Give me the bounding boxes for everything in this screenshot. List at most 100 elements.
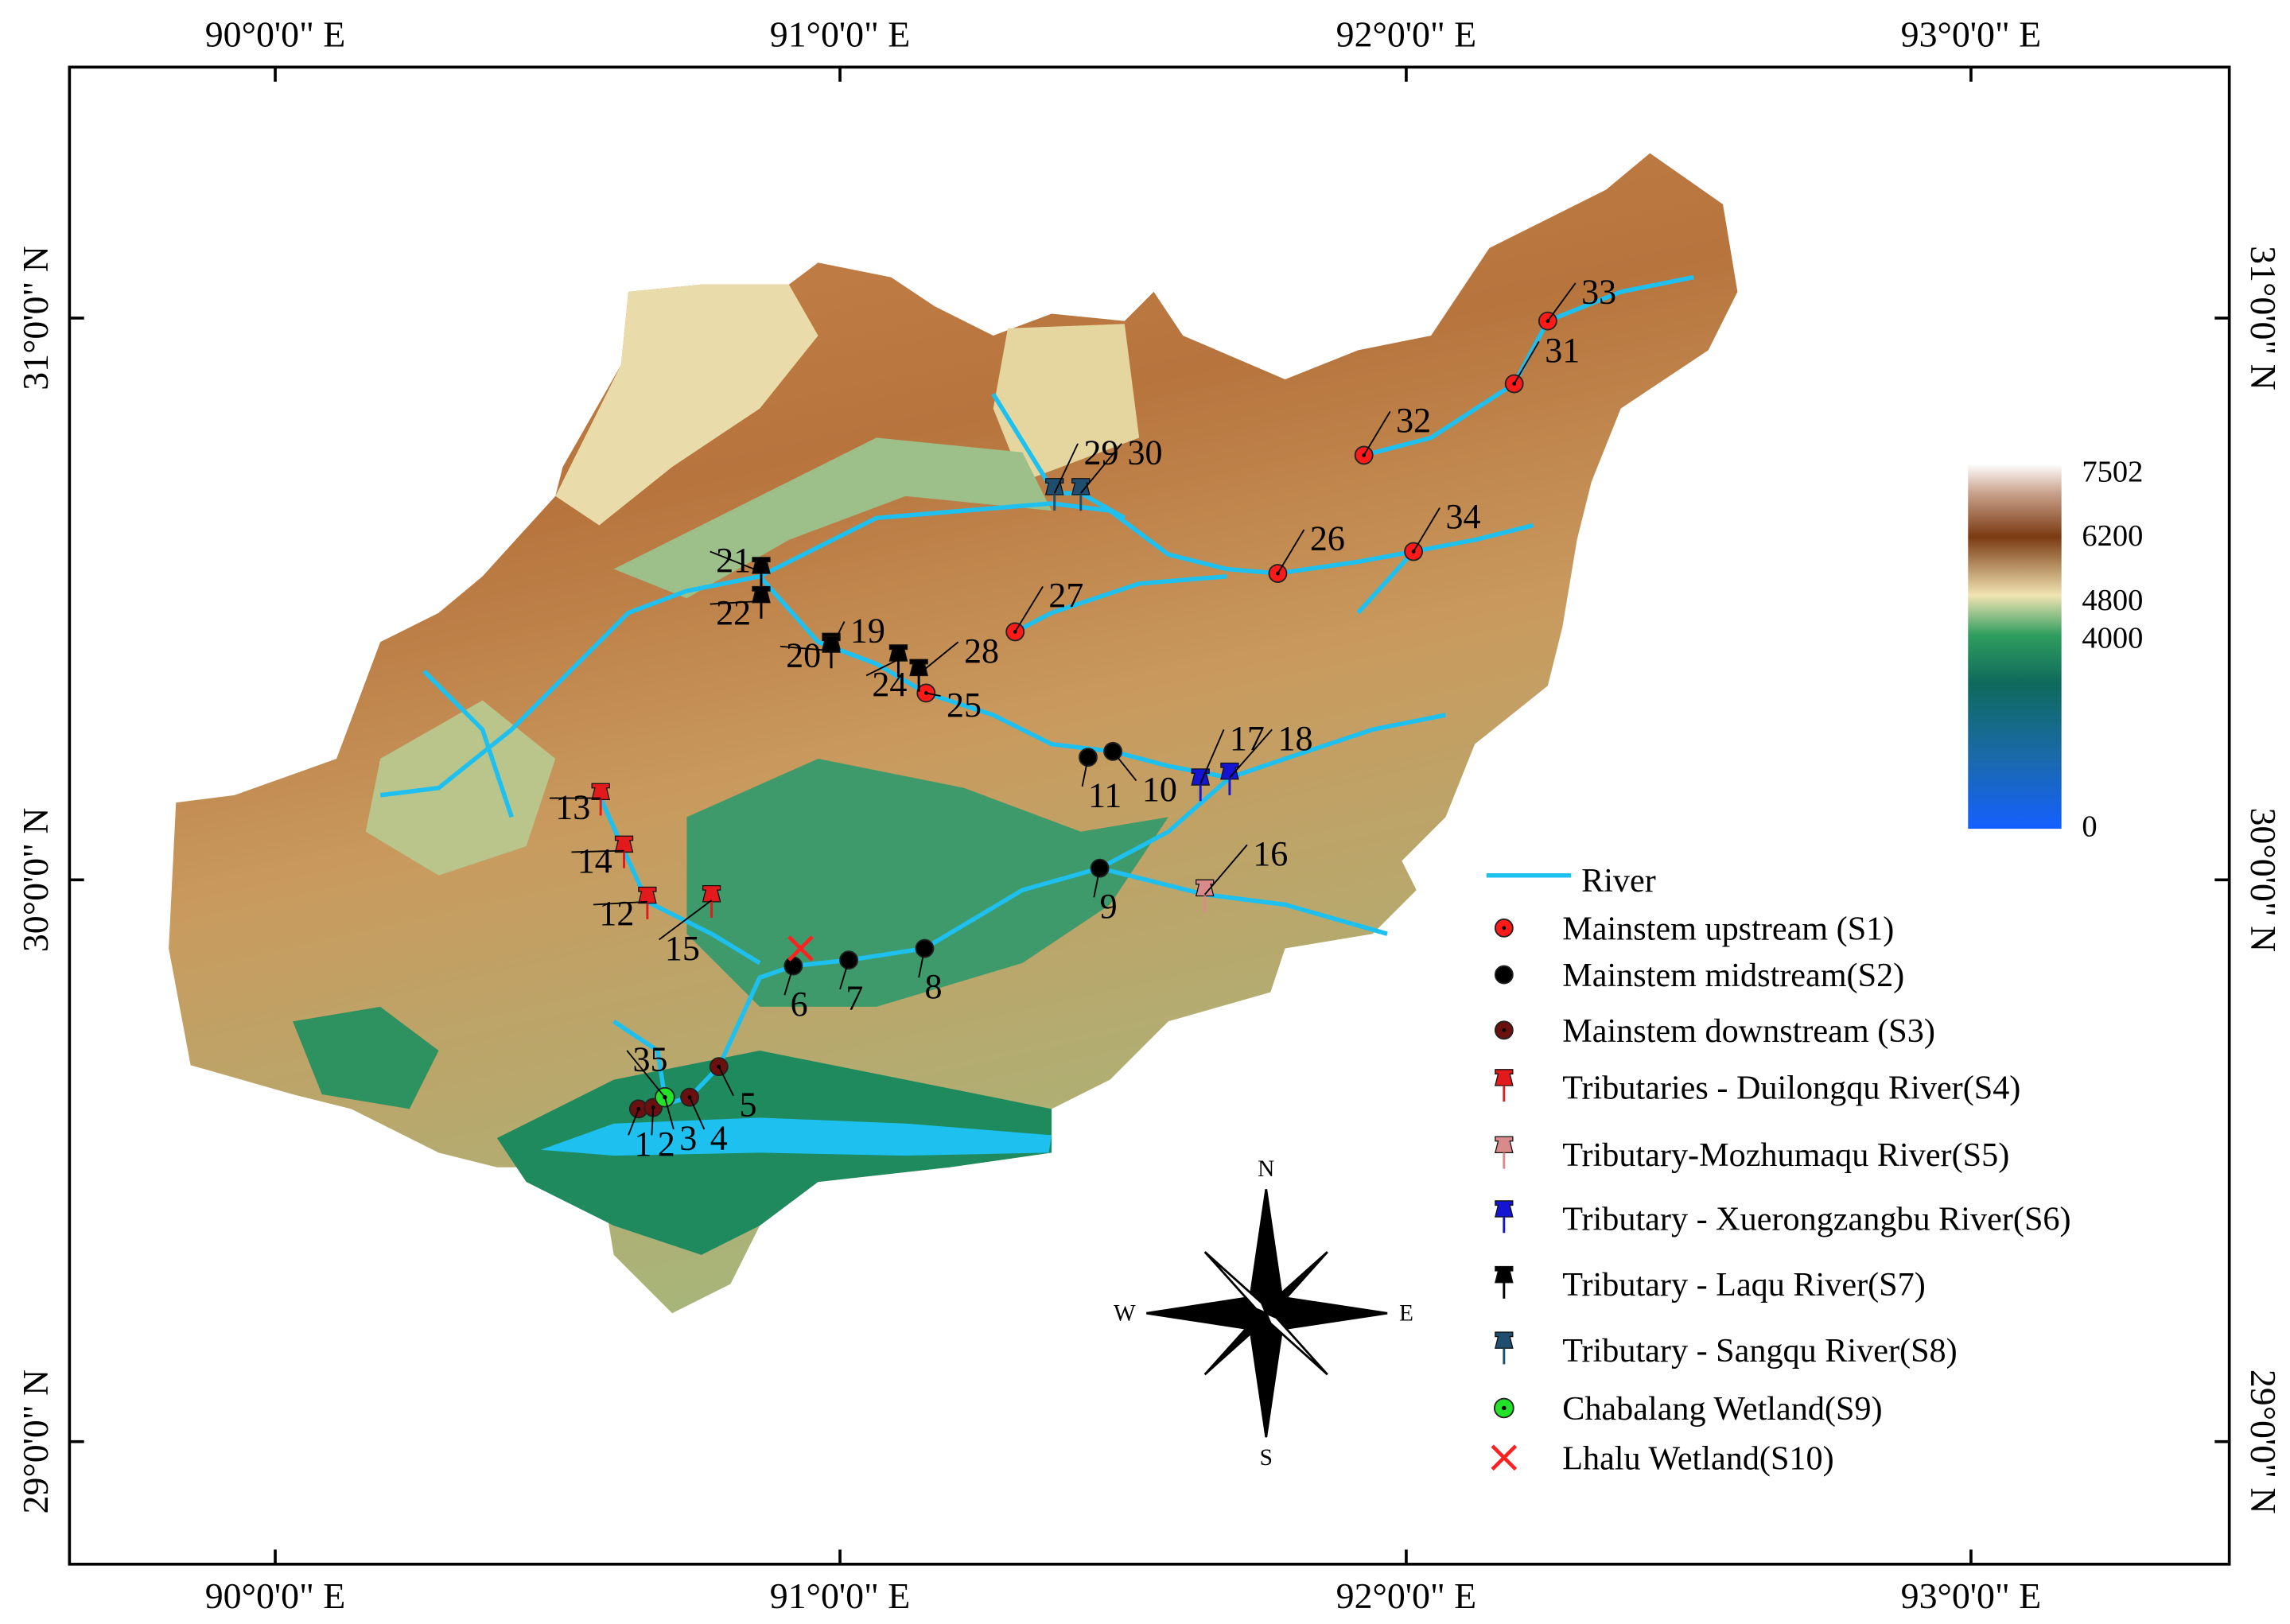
site-label: 29 bbox=[1083, 433, 1118, 472]
site-leader bbox=[780, 645, 832, 652]
legend-label: Tributary - Sangqu River(S8) bbox=[1562, 1332, 1957, 1370]
site-label: 16 bbox=[1253, 834, 1288, 873]
site-leader bbox=[839, 959, 850, 990]
site-marker bbox=[752, 585, 771, 604]
compass-n: N bbox=[1258, 1156, 1274, 1182]
site-label: 33 bbox=[1581, 273, 1616, 312]
site-leader bbox=[1053, 443, 1079, 494]
legend-label: Tributary-Mozhumaqu River(S5) bbox=[1562, 1136, 2009, 1174]
legend-symbol-center bbox=[1502, 1405, 1507, 1411]
lake bbox=[540, 1117, 1052, 1156]
site-marker-center bbox=[651, 1105, 655, 1109]
lat-label-left: 30°0'0" N bbox=[15, 808, 56, 953]
lon-label-bottom: 91°0'0" E bbox=[770, 1575, 911, 1616]
colorbar bbox=[1968, 464, 2062, 829]
site-label: 28 bbox=[964, 631, 999, 670]
site-label: 18 bbox=[1277, 719, 1312, 758]
colorbar-label: 4800 bbox=[2082, 584, 2143, 617]
site-leader bbox=[689, 1097, 706, 1130]
site-marker bbox=[1071, 478, 1091, 495]
legend-symbol bbox=[1495, 1136, 1514, 1154]
colorbar-label: 6200 bbox=[2082, 519, 2143, 553]
site-label: 25 bbox=[947, 686, 982, 725]
legend-label: Tributary - Xuerongzangbu River(S6) bbox=[1562, 1201, 2070, 1238]
lon-label-top: 93°0'0" E bbox=[1901, 14, 2042, 55]
site-leader bbox=[571, 849, 624, 853]
site-leader bbox=[664, 1097, 675, 1130]
compass-w: W bbox=[1114, 1300, 1136, 1326]
site-leader bbox=[1229, 728, 1273, 779]
lat-label-right: 30°0'0" N bbox=[2243, 808, 2284, 953]
lon-label-top: 92°0'0" E bbox=[1336, 14, 1477, 55]
site-leader bbox=[918, 948, 926, 978]
site-marker bbox=[909, 659, 928, 677]
lon-label-top: 90°0'0" E bbox=[205, 14, 346, 55]
site-leader bbox=[918, 641, 959, 675]
site-label: 8 bbox=[924, 967, 942, 1006]
site-marker-center bbox=[1098, 866, 1102, 871]
site-marker bbox=[1195, 879, 1215, 897]
site-label: 26 bbox=[1310, 519, 1345, 558]
colorbar-label: 0 bbox=[2082, 810, 2097, 843]
legend-label: Mainstem midstream(S2) bbox=[1562, 957, 1904, 994]
site-label: 2 bbox=[658, 1125, 675, 1164]
site-marker bbox=[702, 885, 721, 903]
site-marker bbox=[888, 644, 908, 662]
site-marker bbox=[638, 886, 657, 904]
site-label: 4 bbox=[710, 1119, 728, 1158]
lat-label-right: 31°0'0" N bbox=[2243, 246, 2284, 390]
site-label: 7 bbox=[846, 979, 863, 1018]
legend-label: River bbox=[1581, 862, 1656, 899]
lon-label-bottom: 90°0'0" E bbox=[205, 1575, 346, 1616]
lon-label-bottom: 92°0'0" E bbox=[1336, 1575, 1477, 1616]
site-label: 6 bbox=[791, 985, 808, 1024]
legend-symbol-center bbox=[1502, 926, 1507, 930]
legend-symbol bbox=[1495, 1200, 1514, 1218]
site-label: 35 bbox=[633, 1040, 668, 1079]
site-leader bbox=[1081, 757, 1089, 787]
site-label: 34 bbox=[1445, 497, 1480, 536]
site-marker bbox=[591, 783, 610, 801]
site-label: 24 bbox=[872, 665, 907, 704]
site-leader bbox=[865, 659, 899, 677]
site-label: 20 bbox=[786, 635, 821, 674]
site-leader bbox=[1277, 529, 1305, 574]
site-label: 22 bbox=[716, 593, 751, 632]
legend-label: Lhalu Wetland(S10) bbox=[1562, 1440, 1833, 1478]
site-label: 3 bbox=[679, 1119, 697, 1158]
site-label: 21 bbox=[716, 541, 751, 580]
site-label: 11 bbox=[1088, 776, 1122, 815]
legend-label: Tributaries - Duilongqu River(S4) bbox=[1562, 1070, 2020, 1107]
compass-e: E bbox=[1399, 1300, 1413, 1326]
lon-label-top: 91°0'0" E bbox=[770, 14, 911, 55]
colorbar-label: 7502 bbox=[2082, 455, 2143, 488]
legend-label: Mainstem upstream (S1) bbox=[1562, 911, 1894, 948]
site-leader bbox=[626, 1050, 666, 1098]
compass bbox=[1146, 1189, 1388, 1438]
site-leader bbox=[926, 692, 941, 697]
site-marker bbox=[1220, 762, 1239, 780]
site-label: 32 bbox=[1396, 401, 1431, 440]
site-marker-center bbox=[1086, 755, 1091, 760]
legend-symbol-center bbox=[1502, 973, 1507, 977]
lat-label-right: 29°0'0" N bbox=[2243, 1370, 2284, 1514]
site-marker bbox=[752, 557, 771, 574]
site-leader bbox=[1014, 586, 1044, 632]
legend-label: Tributary - Laqu River(S7) bbox=[1562, 1266, 1926, 1303]
site-leader bbox=[1112, 751, 1137, 782]
wetland-marker bbox=[787, 935, 814, 962]
site-leader bbox=[710, 550, 762, 573]
site-label: 31 bbox=[1545, 331, 1580, 370]
site-label: 30 bbox=[1127, 433, 1162, 472]
site-label: 27 bbox=[1048, 576, 1083, 615]
legend-symbol bbox=[1495, 1265, 1514, 1284]
site-label: 9 bbox=[1100, 887, 1118, 926]
site-label: 1 bbox=[634, 1125, 651, 1164]
compass-s: S bbox=[1260, 1445, 1273, 1471]
site-leader bbox=[710, 600, 762, 605]
site-leader bbox=[1093, 868, 1101, 898]
site-leader bbox=[783, 965, 795, 996]
legend-label: Mainstem downstream (S3) bbox=[1562, 1012, 1935, 1050]
